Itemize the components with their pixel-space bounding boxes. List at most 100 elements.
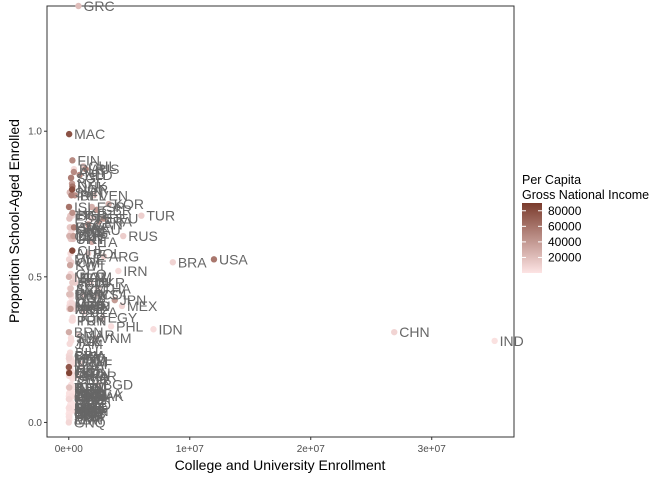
point-label: NIC [76, 362, 100, 378]
point-label: SLV [76, 330, 102, 346]
point-label: BGR [77, 208, 107, 224]
legend: Per Capita Gross National Income 2000040… [522, 173, 649, 273]
x-axis: 0e+00 1e+07 2e+07 3e+07 [55, 437, 446, 455]
point-label: CIV [76, 388, 100, 404]
data-point [66, 384, 73, 391]
point-label: TZA [76, 403, 103, 419]
point-label: IRN [123, 263, 147, 279]
point-label: AUS [91, 161, 120, 177]
data-point [100, 215, 108, 222]
data-point [150, 326, 157, 333]
point-label: ZMB [75, 403, 105, 419]
point-label: ERI [74, 406, 97, 422]
point-label: IRL [76, 187, 98, 203]
point-label: BOL [79, 301, 107, 317]
point-label: THA [103, 280, 132, 296]
point-label: LUX [74, 359, 102, 375]
point-label: BFA [75, 397, 102, 413]
point-label: LAO [75, 365, 103, 381]
data-point [118, 302, 126, 310]
point-label: CPV [74, 347, 103, 363]
point-label: BRA [178, 254, 207, 270]
point-label: UGA [76, 400, 107, 416]
legend-tick-label: 60000 [548, 219, 582, 233]
y-tick-label: 0.5 [28, 272, 42, 283]
point-label: CHE [77, 243, 107, 259]
point-label: TUN [78, 313, 107, 329]
data-point [66, 413, 73, 420]
data-point [70, 168, 78, 176]
point-label: FJI [74, 368, 93, 384]
data-point [65, 363, 73, 371]
point-label: TTO [74, 379, 102, 395]
point-label: EST [74, 211, 102, 227]
data-point [83, 227, 91, 234]
point-label: BTN [74, 379, 102, 395]
point-label: SGP [76, 170, 106, 186]
data-point [66, 261, 74, 269]
data-point [72, 372, 80, 380]
point-label: JAM [75, 336, 103, 352]
point-label: ALB [76, 246, 102, 262]
point-label: NPL [79, 379, 106, 395]
point-label: ESP [97, 199, 125, 215]
point-label: CAF [74, 406, 102, 422]
point-label: ARG [109, 248, 139, 264]
data-point [69, 247, 76, 254]
point-label: QAT [74, 365, 102, 381]
point-label: UZB [77, 388, 105, 404]
point-label: AGO [76, 388, 107, 404]
point-label: SRB [77, 222, 106, 238]
point-label: JOR [78, 310, 106, 326]
point-label: BEL [80, 187, 107, 203]
point-label: BDI [74, 403, 97, 419]
point-label: AZE [76, 333, 103, 349]
point-label: DEU [109, 211, 139, 227]
point-label: IRQ [81, 368, 106, 384]
data-point [87, 279, 94, 286]
data-point [93, 291, 100, 298]
data-point [94, 285, 102, 292]
point-label: ETH [83, 391, 111, 407]
point-label: COL [102, 286, 131, 302]
panel-border [46, 5, 515, 438]
data-point [65, 404, 73, 412]
data-point [71, 273, 78, 281]
point-label: EGY [108, 310, 138, 326]
point-label: MAC [74, 126, 105, 142]
data-point [90, 192, 98, 199]
point-label: MEX [127, 298, 158, 314]
point-label: MMR [83, 368, 116, 384]
x-axis-title: College and University Enrollment [175, 457, 386, 473]
point-label: MUS [74, 301, 105, 317]
point-label: NLD [85, 167, 113, 183]
data-point [66, 215, 73, 222]
data-point [94, 381, 102, 388]
point-label: SVK [76, 280, 105, 296]
point-label: VNM [100, 330, 131, 346]
legend-tick-label: 40000 [548, 235, 582, 249]
data-point [111, 296, 118, 304]
y-tick-label: 0.0 [28, 418, 42, 429]
point-label: ROU [80, 275, 111, 291]
point-label: BLR [79, 161, 106, 177]
data-point [88, 238, 95, 246]
data-point [77, 360, 85, 368]
data-point [100, 253, 108, 260]
point-label: COD [80, 397, 111, 413]
data-point [67, 285, 74, 292]
data-point [68, 186, 76, 193]
point-label: HND [76, 350, 106, 366]
point-label: PAK [97, 388, 125, 404]
data-point [74, 395, 82, 403]
point-label: CAN [93, 216, 123, 232]
point-label: FIN [77, 152, 100, 168]
point-label: ZAF [86, 356, 112, 372]
data-point [99, 314, 106, 321]
point-label: SWZ [74, 400, 106, 416]
point-label: MWI [74, 412, 103, 428]
data-point [68, 317, 76, 324]
legend-colorbar [522, 203, 542, 273]
point-label: YEM [77, 385, 107, 401]
